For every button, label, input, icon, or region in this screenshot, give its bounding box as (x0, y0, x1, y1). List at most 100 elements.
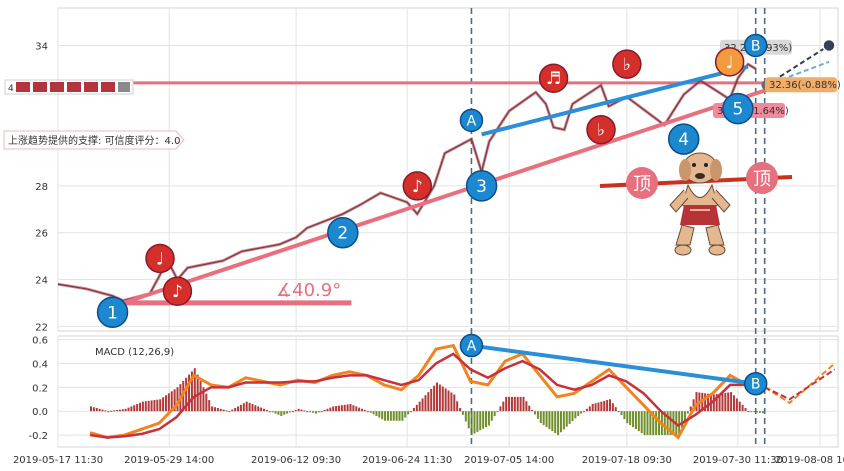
macd-hist-bar (643, 411, 646, 436)
macd-hist-bar (461, 411, 464, 415)
x-tick-label: 2019-07-18 09:30 (582, 455, 672, 466)
macd-divergence-line (471, 343, 756, 386)
legend-swatch-2 (33, 82, 47, 92)
macd-hist-bar (634, 411, 637, 430)
legend-swatch-4 (67, 82, 81, 92)
macd-hist-bar (141, 401, 144, 412)
macd-hist-bar (208, 400, 211, 412)
macd-hist-bar (412, 408, 415, 412)
macd-hist-bar (418, 401, 421, 412)
macd-hist-bar (369, 411, 372, 413)
macd-hist-bar (113, 410, 116, 412)
macd-hist-bar (747, 411, 750, 413)
macd-hist-bar (213, 407, 216, 412)
macd-hist-bar (176, 387, 179, 412)
legend-swatch-3 (50, 82, 64, 92)
macd-hist-bar (271, 411, 274, 413)
macd-hist-bar (372, 411, 375, 415)
signal-marker-glyph: ♭ (597, 121, 605, 141)
macd-hist-bar (724, 392, 727, 412)
wave-label: B (751, 38, 761, 54)
macd-hist-bar (312, 411, 315, 413)
macd-hist-bar (568, 411, 571, 424)
macd-hist-bar (202, 387, 205, 412)
macd-hist-bar (262, 408, 265, 412)
macd-hist-bar (531, 410, 534, 412)
macd-hist-bar (655, 411, 658, 436)
macd-hist-bar (756, 411, 759, 413)
macd-hist-bar (162, 397, 165, 412)
signal-marker-glyph: ♬ (546, 69, 561, 89)
macd-hist-bar (692, 399, 695, 412)
macd-hist-bar (548, 411, 551, 430)
macd-hist-bar (502, 401, 505, 412)
signal-marker (145, 243, 175, 274)
macd-hist-bar (565, 411, 568, 427)
wave-label-badge (327, 216, 359, 249)
macd-hist-bar (314, 411, 317, 414)
signal-marker-glyph: ♭ (623, 55, 631, 75)
macd-hist-bar (332, 406, 335, 412)
wave-label-badge (743, 33, 768, 58)
macd-hist-bar (559, 411, 562, 433)
macd-hist-bar (562, 411, 565, 430)
macd-hist-bar (340, 405, 343, 412)
wave-label-badge (459, 108, 484, 133)
signal-marker (402, 171, 433, 201)
macd-hist-bar (629, 411, 632, 426)
macd-hist-bar (525, 401, 528, 412)
macd-y-tick-label: 0.2 (32, 383, 48, 394)
macd-hist-bar (361, 408, 364, 412)
macd-hist-bar (153, 400, 156, 412)
macd-hist-bar (510, 396, 513, 412)
macd-hist-bar (133, 405, 136, 412)
macd-hist-bar (107, 411, 110, 413)
macd-hist-bar (326, 408, 329, 412)
macd-hist-bar (335, 406, 338, 412)
wave-trace (57, 62, 757, 303)
macd-hist-bar (283, 411, 286, 415)
macd-y-tick-label: -0.2 (28, 431, 48, 442)
macd-hist-bar (144, 401, 147, 412)
macd-hist-bar (228, 411, 231, 413)
macd-hist-bar (528, 405, 531, 412)
macd-hist-bar (536, 411, 539, 419)
macd-hist-bar (95, 408, 98, 412)
macd-hist-bar (401, 411, 404, 421)
macd-hist-bar (663, 411, 666, 436)
wave-label: 2 (337, 224, 348, 244)
macd-hist-bar (704, 393, 707, 412)
macd-hist-bar (115, 410, 118, 412)
macd-hist-bar (652, 411, 655, 436)
macd-hist-bar (185, 377, 188, 412)
macd-hist-bar (222, 409, 225, 412)
macd-hist-bar (280, 411, 283, 416)
macd-hist-bar (580, 411, 583, 414)
macd-hist-bar (614, 407, 617, 412)
macd-hist-bar (424, 395, 427, 412)
macd-hist-bar (225, 410, 228, 412)
macd-hist-bar (237, 406, 240, 412)
macd-hist-bar (242, 403, 245, 412)
macd-hist-bar (421, 398, 424, 412)
macd-hist-bar (450, 392, 453, 412)
macd-hist-bar (389, 411, 392, 421)
macd-hist-bar (542, 411, 545, 426)
macd-hist-bar (309, 411, 312, 413)
macd-dea-line (89, 352, 765, 439)
macd-hist-bar (623, 411, 626, 420)
macd-hist-bar (159, 399, 162, 412)
macd-hist-bar (718, 393, 721, 412)
macd-hist-bar (632, 411, 635, 428)
macd-hist-bar (90, 406, 92, 412)
macd-hist-bar (496, 411, 499, 413)
forecast-dot (822, 38, 836, 53)
macd-hist-bar (306, 411, 309, 413)
x-tick-label: 2019-06-12 09:30 (251, 455, 341, 466)
dog-mascot-illustration (669, 152, 731, 256)
macd-hist-bar (686, 411, 689, 414)
signal-marker (612, 49, 642, 79)
x-tick-label: 2019-08-08 10:00 (775, 455, 844, 466)
divergence-label: A (467, 339, 477, 355)
